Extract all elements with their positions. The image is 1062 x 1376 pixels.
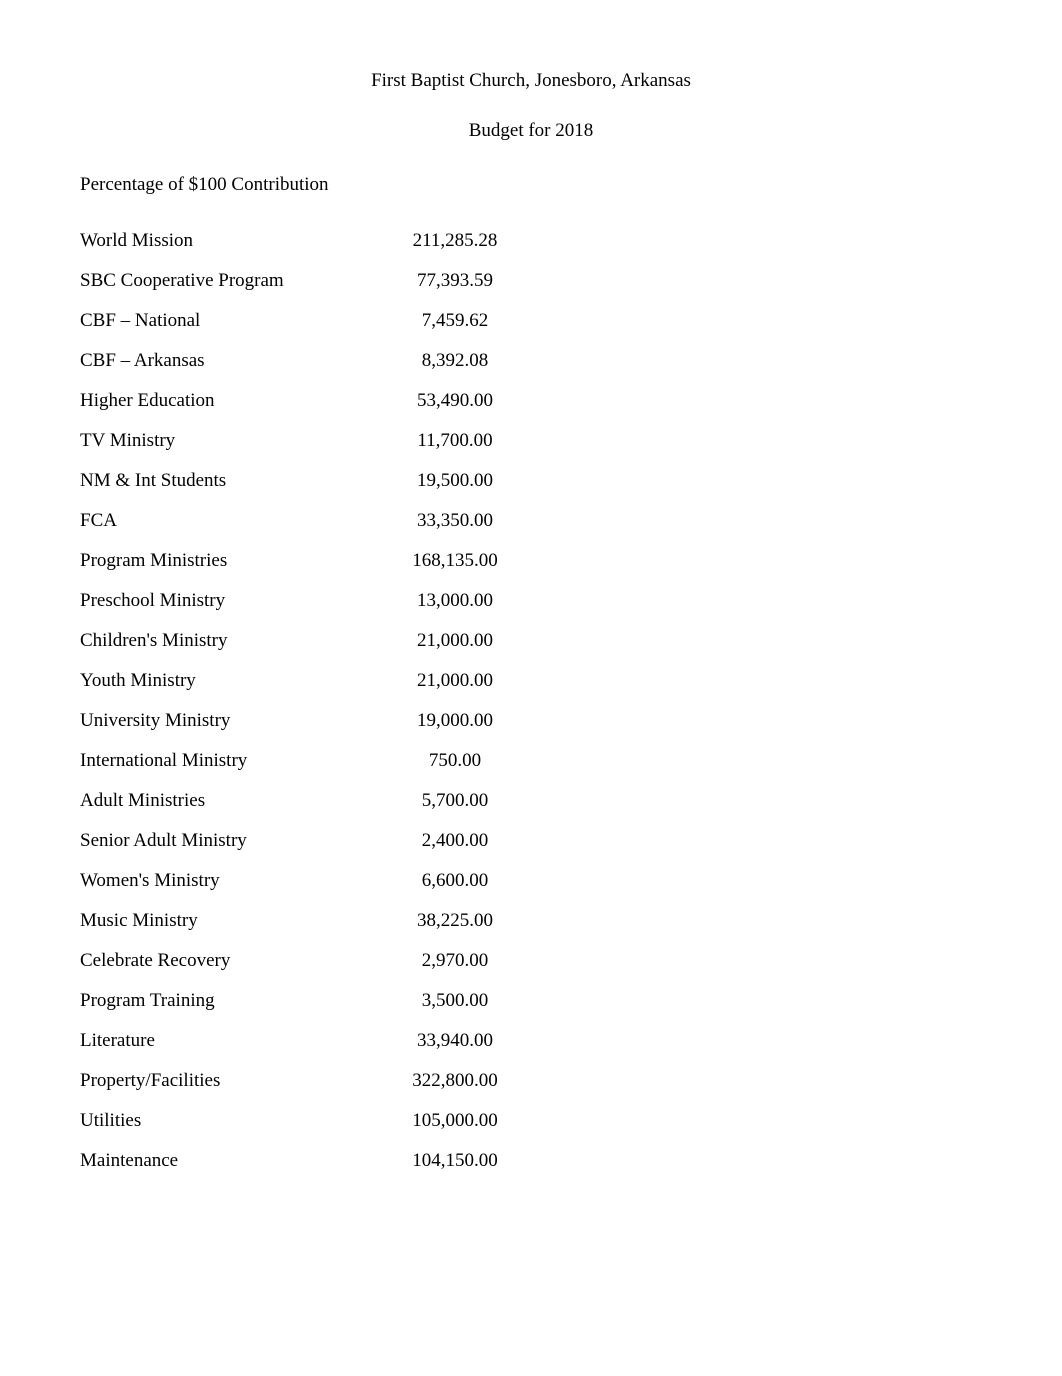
table-row: World Mission211,285.28 bbox=[80, 230, 520, 270]
table-row: SBC Cooperative Program77,393.59 bbox=[80, 270, 520, 310]
table-row: Children's Ministry21,000.00 bbox=[80, 630, 520, 670]
budget-item-value: 6,600.00 bbox=[390, 870, 520, 910]
budget-item-label: Property/Facilities bbox=[80, 1070, 390, 1110]
table-row: Music Ministry38,225.00 bbox=[80, 910, 520, 950]
budget-item-value: 2,970.00 bbox=[390, 950, 520, 990]
budget-item-value: 53,490.00 bbox=[390, 390, 520, 430]
budget-item-label: SBC Cooperative Program bbox=[80, 270, 390, 310]
budget-item-label: University Ministry bbox=[80, 710, 390, 750]
table-row: Higher Education53,490.00 bbox=[80, 390, 520, 430]
table-row: Utilities105,000.00 bbox=[80, 1110, 520, 1150]
budget-item-label: International Ministry bbox=[80, 750, 390, 790]
budget-item-label: Celebrate Recovery bbox=[80, 950, 390, 990]
budget-item-value: 211,285.28 bbox=[390, 230, 520, 270]
budget-item-value: 33,350.00 bbox=[390, 510, 520, 550]
budget-item-value: 5,700.00 bbox=[390, 790, 520, 830]
table-row: Literature33,940.00 bbox=[80, 1030, 520, 1070]
budget-item-label: CBF – Arkansas bbox=[80, 350, 390, 390]
budget-item-label: Children's Ministry bbox=[80, 630, 390, 670]
table-row: Youth Ministry21,000.00 bbox=[80, 670, 520, 710]
table-row: Adult Ministries5,700.00 bbox=[80, 790, 520, 830]
table-row: Preschool Ministry13,000.00 bbox=[80, 590, 520, 630]
budget-item-label: Senior Adult Ministry bbox=[80, 830, 390, 870]
document-subtitle: Budget for 2018 bbox=[80, 120, 982, 142]
budget-item-value: 7,459.62 bbox=[390, 310, 520, 350]
table-row: Maintenance104,150.00 bbox=[80, 1150, 520, 1190]
table-row: Women's Ministry6,600.00 bbox=[80, 870, 520, 910]
budget-item-label: CBF – National bbox=[80, 310, 390, 350]
budget-item-label: Program Ministries bbox=[80, 550, 390, 590]
budget-item-value: 322,800.00 bbox=[390, 1070, 520, 1110]
table-row: Property/Facilities322,800.00 bbox=[80, 1070, 520, 1110]
budget-item-value: 33,940.00 bbox=[390, 1030, 520, 1070]
budget-item-label: World Mission bbox=[80, 230, 390, 270]
table-row: Program Ministries168,135.00 bbox=[80, 550, 520, 590]
budget-item-value: 38,225.00 bbox=[390, 910, 520, 950]
table-row: Celebrate Recovery2,970.00 bbox=[80, 950, 520, 990]
budget-item-value: 168,135.00 bbox=[390, 550, 520, 590]
budget-item-value: 11,700.00 bbox=[390, 430, 520, 470]
budget-table: World Mission211,285.28 SBC Cooperative … bbox=[80, 230, 520, 1190]
table-row: University Ministry19,000.00 bbox=[80, 710, 520, 750]
budget-item-value: 104,150.00 bbox=[390, 1150, 520, 1190]
table-row: International Ministry750.00 bbox=[80, 750, 520, 790]
table-row: Senior Adult Ministry2,400.00 bbox=[80, 830, 520, 870]
table-row: TV Ministry11,700.00 bbox=[80, 430, 520, 470]
table-row: NM & Int Students19,500.00 bbox=[80, 470, 520, 510]
budget-item-value: 8,392.08 bbox=[390, 350, 520, 390]
budget-item-label: Preschool Ministry bbox=[80, 590, 390, 630]
percentage-heading: Percentage of $100 Contribution bbox=[80, 174, 982, 196]
budget-item-label: NM & Int Students bbox=[80, 470, 390, 510]
budget-item-value: 21,000.00 bbox=[390, 670, 520, 710]
budget-item-label: Maintenance bbox=[80, 1150, 390, 1190]
budget-item-label: TV Ministry bbox=[80, 430, 390, 470]
table-row: CBF – Arkansas8,392.08 bbox=[80, 350, 520, 390]
budget-item-label: Utilities bbox=[80, 1110, 390, 1150]
budget-item-label: Music Ministry bbox=[80, 910, 390, 950]
budget-item-label: Literature bbox=[80, 1030, 390, 1070]
budget-item-value: 13,000.00 bbox=[390, 590, 520, 630]
budget-item-value: 21,000.00 bbox=[390, 630, 520, 670]
budget-item-label: FCA bbox=[80, 510, 390, 550]
budget-item-value: 19,000.00 bbox=[390, 710, 520, 750]
document-title: First Baptist Church, Jonesboro, Arkansa… bbox=[80, 70, 982, 92]
budget-item-value: 19,500.00 bbox=[390, 470, 520, 510]
budget-item-label: Higher Education bbox=[80, 390, 390, 430]
table-row: FCA33,350.00 bbox=[80, 510, 520, 550]
budget-item-label: Program Training bbox=[80, 990, 390, 1030]
budget-item-value: 3,500.00 bbox=[390, 990, 520, 1030]
budget-item-value: 750.00 bbox=[390, 750, 520, 790]
budget-item-value: 2,400.00 bbox=[390, 830, 520, 870]
budget-item-label: Adult Ministries bbox=[80, 790, 390, 830]
table-row: CBF – National7,459.62 bbox=[80, 310, 520, 350]
budget-table-body: World Mission211,285.28 SBC Cooperative … bbox=[80, 230, 520, 1190]
table-row: Program Training3,500.00 bbox=[80, 990, 520, 1030]
budget-item-label: Women's Ministry bbox=[80, 870, 390, 910]
budget-item-value: 77,393.59 bbox=[390, 270, 520, 310]
budget-item-value: 105,000.00 bbox=[390, 1110, 520, 1150]
budget-item-label: Youth Ministry bbox=[80, 670, 390, 710]
